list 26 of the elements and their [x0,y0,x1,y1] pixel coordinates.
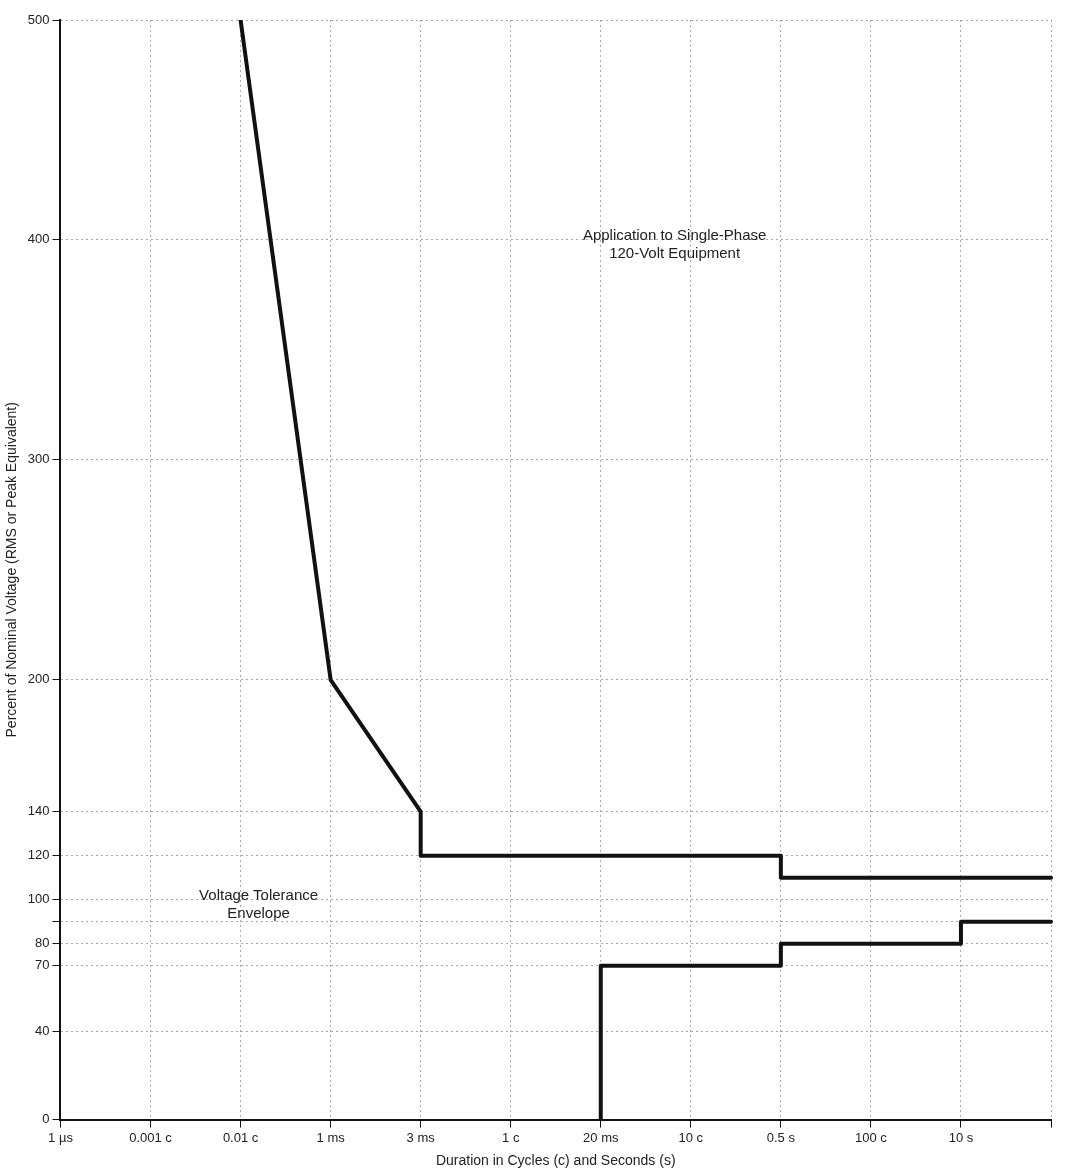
x-tick-label: 1 c [502,1129,520,1145]
y-tick-label: 70 [35,957,50,973]
x-tick-label: 100 c [855,1129,888,1145]
x-axis-title: Duration in Cycles (c) and Seconds (s) [435,1152,676,1169]
x-tick-label: 10 c [678,1129,704,1145]
y-tick-label: 0 [42,1111,50,1127]
y-tick-label: 140 [27,803,50,819]
y-axis-title: Percent of Nominal Voltage (RMS or Peak Equivalent) [3,402,20,738]
y-tick-label: 200 [27,671,50,687]
x-tick-label: 0.01 c [222,1129,259,1145]
annotation: Application to Single-Phase 120-Volt Equipment [582,225,767,261]
x-tick-label: 0.001 c [129,1129,173,1145]
y-tick-label: 120 [27,847,50,863]
x-tick-label: 0.5 s [766,1129,796,1145]
x-tick-label: 10 s [948,1129,974,1145]
x-tick-label: 1 ms [316,1129,346,1145]
y-tick-label: 40 [35,1023,50,1039]
x-tick-label: 20 ms [583,1129,619,1145]
y-tick-label: 80 [35,935,50,951]
y-tick-label: 100 [27,891,50,907]
y-tick-label: 400 [27,231,50,247]
y-tick-label: 500 [27,11,50,27]
x-tick-label: 1 µs [48,1129,74,1145]
y-tick-label: 300 [27,451,50,467]
x-tick-label: 3 ms [406,1129,436,1145]
annotation: Voltage Tolerance Envelope [199,885,319,921]
